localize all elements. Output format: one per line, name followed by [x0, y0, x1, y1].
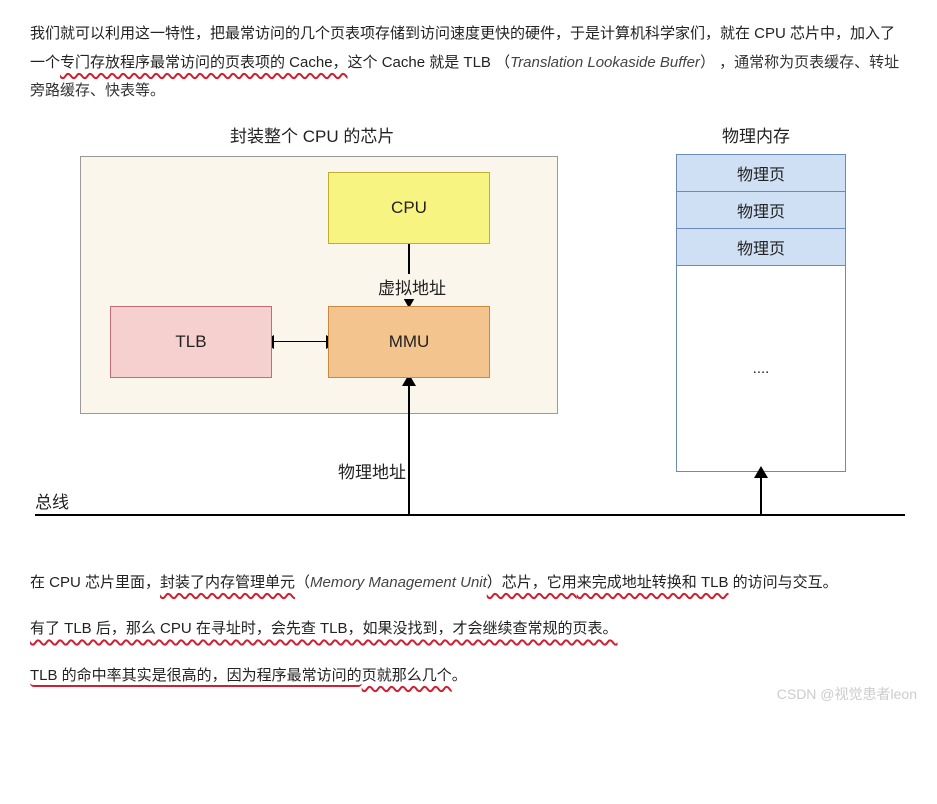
physical-memory-box: 物理页 物理页 物理页 .... [676, 154, 846, 472]
p4-b: 页就那么几个 [362, 667, 452, 684]
memory-ellipsis: .... [677, 266, 845, 471]
p2-d: Memory Management Unit [310, 574, 487, 591]
memory-page-row: 物理页 [677, 155, 845, 192]
tlb-mmu-line [272, 341, 328, 343]
p1-text-c: 这个 Cache 就是 TLB （ [348, 54, 511, 71]
mmu-bus-line [408, 378, 410, 514]
p3-text: 有了 TLB 后，那么 CPU 在寻址时，会先查 TLB，如果没找到，才会继续查… [30, 620, 618, 637]
memory-title: 物理内存 [722, 122, 790, 147]
paragraph-3: 有了 TLB 后，那么 CPU 在寻址时，会先查 TLB，如果没找到，才会继续查… [30, 615, 907, 644]
memory-page-row: 物理页 [677, 229, 845, 266]
p2-a: 在 CPU 芯片里面， [30, 574, 160, 591]
paragraph-1: 我们就可以利用这一特性，把最常访问的几个页表项存储到访问速度更快的硬件，于是计算… [30, 20, 907, 106]
cpu-label: CPU [391, 198, 427, 218]
p2-c: （ [295, 574, 310, 591]
diagram-area: 封装整个 CPU 的芯片 CPU TLB MMU 虚拟地址 物理地址 物理内存 … [30, 114, 910, 544]
memory-bus-line [760, 472, 762, 514]
paragraph-4: TLB 的命中率其实是很高的，因为程序最常访问的页就那么几个。 [30, 662, 907, 691]
paragraph-2: 在 CPU 芯片里面，封装了内存管理单元（Memory Management U… [30, 569, 907, 598]
chip-title: 封装整个 CPU 的芯片 [230, 122, 394, 147]
p4-a: TLB 的命中率其实是很高的，因为程序最常访问的 [30, 667, 362, 687]
memory-page-row: 物理页 [677, 192, 845, 229]
bus-label: 总线 [35, 488, 69, 513]
virtual-address-label: 虚拟地址 [375, 274, 449, 299]
tlb-label: TLB [175, 332, 206, 352]
p2-e: ）芯片，它用 [487, 574, 577, 591]
p2-g: 的访问与交互。 [728, 574, 837, 591]
tlb-box: TLB [110, 306, 272, 378]
p1-text-d: Translation Lookaside Buffer [510, 54, 700, 71]
physical-address-label: 物理地址 [336, 458, 408, 483]
p4-c: 。 [452, 667, 467, 684]
p1-text-b: 专门存放程序最常访问的页表项的 Cache， [60, 54, 348, 71]
memory-bus-arrow-up [754, 466, 768, 478]
mmu-label: MMU [389, 332, 430, 352]
bus-line [35, 514, 905, 516]
p2-b: 封装了内存管理单元 [160, 574, 295, 591]
watermark: CSDN @视觉患者leon [777, 684, 917, 704]
cpu-box: CPU [328, 172, 490, 244]
mmu-box: MMU [328, 306, 490, 378]
p2-f: 来完成地址转换和 TLB [577, 574, 729, 591]
